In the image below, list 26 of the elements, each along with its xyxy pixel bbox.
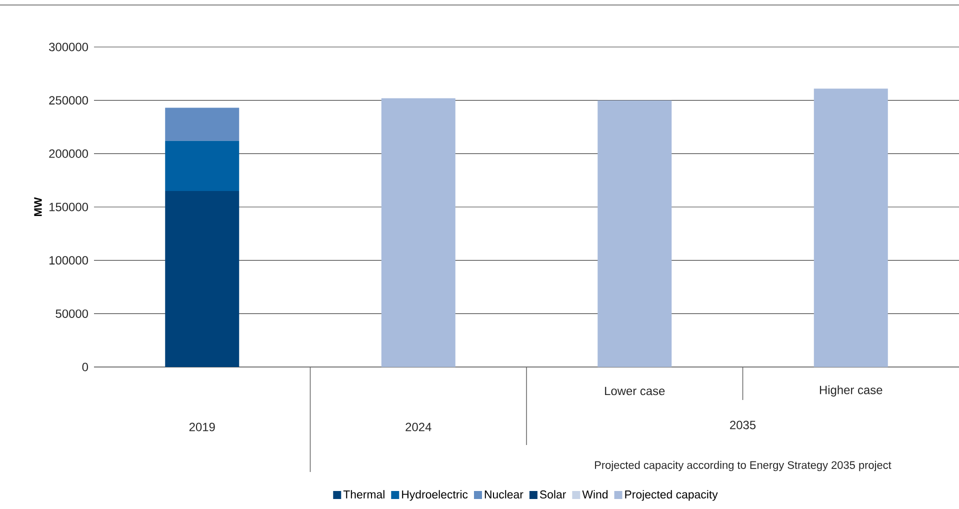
bar xyxy=(814,88,888,367)
text: Projected capacity according to Energy Strategy 2035 project xyxy=(595,460,892,472)
y-axis-title: MW xyxy=(34,197,42,216)
x-tick-label: Higher case xyxy=(820,385,882,397)
bar xyxy=(381,98,456,367)
bar xyxy=(165,191,240,367)
legend-label: Solar xyxy=(540,490,566,499)
legend-label: Nuclear xyxy=(484,490,524,499)
x-tick-label: 2019 xyxy=(189,422,215,432)
x-tick-label: Lower case xyxy=(605,386,665,396)
text: 2035 xyxy=(730,420,756,430)
x-tick-label: 2024 xyxy=(406,422,432,432)
bar xyxy=(165,140,240,191)
y-tick-label: 50000 xyxy=(56,309,88,318)
y-tick-label: 0 xyxy=(82,362,88,372)
bar xyxy=(598,100,672,367)
legend-label: Projected capacity xyxy=(625,490,718,501)
y-tick-label: 200000 xyxy=(49,149,88,158)
y-tick-label: 150000 xyxy=(49,202,88,212)
legend-label: Hydroelectric xyxy=(402,490,468,501)
y-tick-label: 250000 xyxy=(49,96,88,105)
bar xyxy=(165,108,240,141)
y-tick-label: 100000 xyxy=(49,256,88,265)
legend-label: Wind xyxy=(582,490,608,499)
y-tick-label: 300000 xyxy=(49,42,88,52)
legend-label: Thermal xyxy=(343,490,384,499)
